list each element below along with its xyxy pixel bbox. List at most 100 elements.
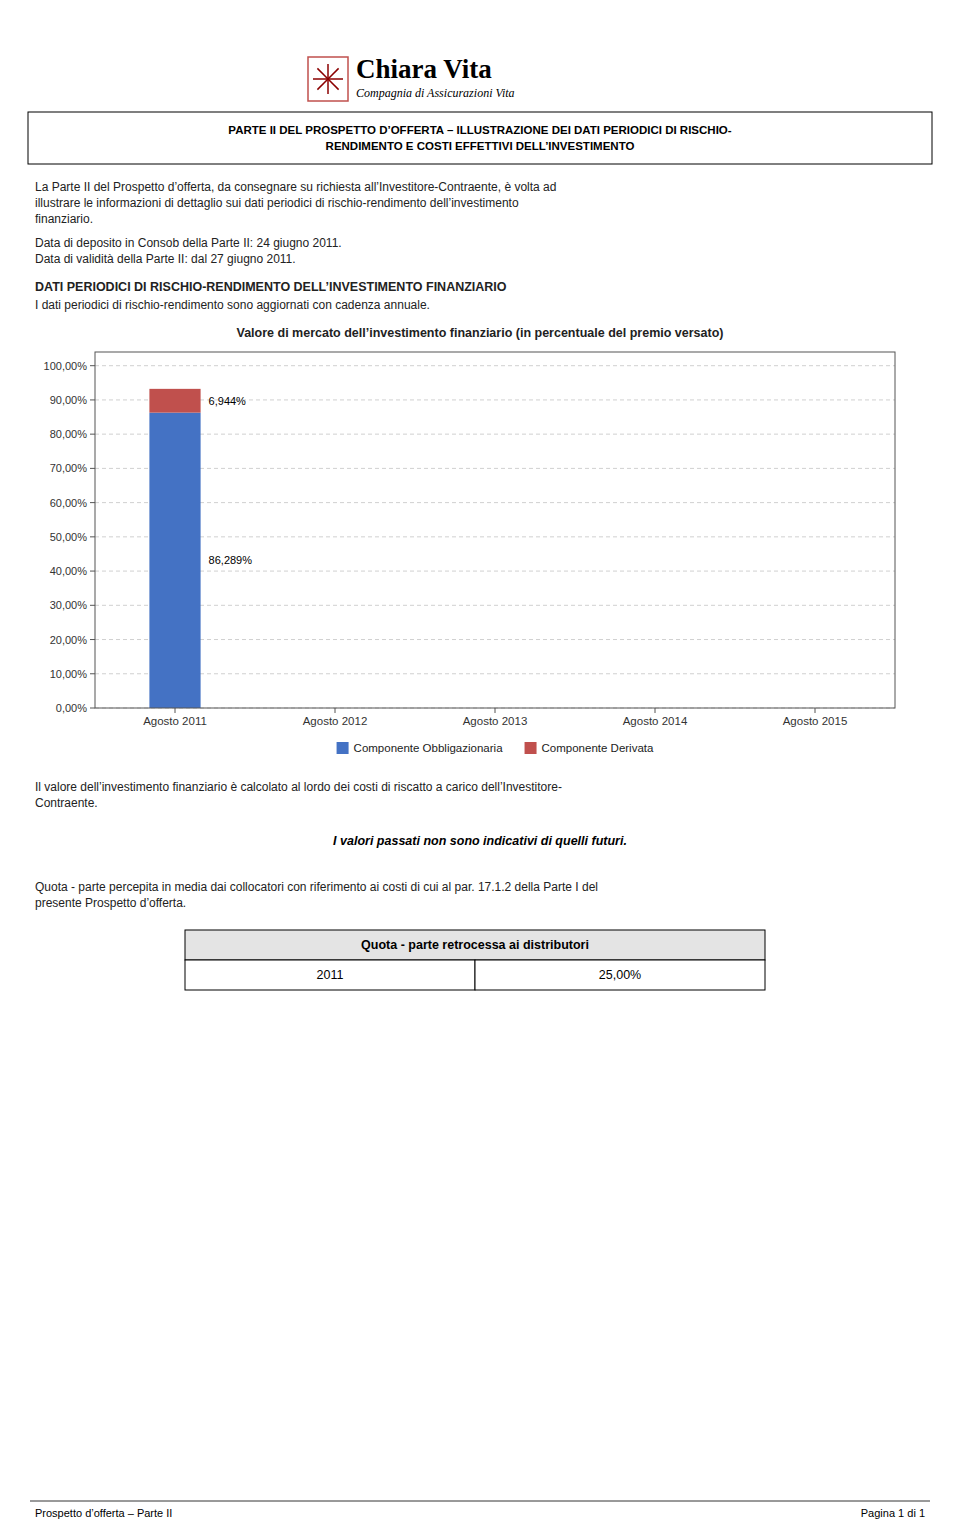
series-bars xyxy=(149,413,200,708)
grid-line xyxy=(95,639,895,640)
italic-note: I valori passati non sono indicativi di … xyxy=(333,834,627,848)
y-tick-label: 60,00% xyxy=(50,497,88,509)
header-line: PARTE II DEL PROSPETTO D’OFFERTA – ILLUS… xyxy=(228,124,731,136)
logo-text: Chiara Vita xyxy=(356,54,492,84)
x-tick xyxy=(175,708,176,713)
footer-rule xyxy=(30,1501,930,1502)
footer-text: Prospetto d’offerta – Parte II xyxy=(35,1507,172,1519)
logo-star-ray xyxy=(317,68,328,79)
logo-box xyxy=(308,57,348,101)
y-tick-label: 50,00% xyxy=(50,531,88,543)
legend-label: Componente Derivata xyxy=(542,742,654,754)
table-cell xyxy=(475,960,765,990)
body-text: illustrare le informazioni di dettaglio … xyxy=(35,196,519,210)
x-tick xyxy=(655,708,656,713)
x-tick-label: Agosto 2011 xyxy=(143,715,207,727)
table-header-cell xyxy=(185,930,765,960)
series-bars xyxy=(149,389,200,413)
bar xyxy=(149,413,200,708)
grid-line xyxy=(95,673,895,674)
x-tick xyxy=(335,708,336,713)
page-background xyxy=(0,0,960,1537)
grid-line xyxy=(95,605,895,606)
x-axis: Agosto 2011Agosto 2012Agosto 2013Agosto … xyxy=(143,708,847,727)
logo-star-ray xyxy=(327,64,329,79)
y-tick xyxy=(90,434,95,435)
body-text: Contraente. xyxy=(35,796,98,810)
y-axis: 0,00% 10,00% 20,00% 30,00% 40,00% 50,00% 60,00… xyxy=(44,360,95,714)
data-label: 86,289% xyxy=(209,554,253,566)
section-subtitle: I dati periodici di rischio-rendimento s… xyxy=(35,298,430,312)
y-tick-label: 70,00% xyxy=(50,462,88,474)
logo-star xyxy=(313,64,343,94)
legend-item: Componente Obbligazionaria xyxy=(337,742,504,754)
y-tick xyxy=(90,502,95,503)
y-tick xyxy=(90,673,95,674)
grid-line xyxy=(95,502,895,503)
x-tick xyxy=(815,708,816,713)
body-text: finanziario. xyxy=(35,212,93,226)
page: Chiara Vita Compagnia di Assicurazioni Vi… xyxy=(0,0,960,1537)
bars xyxy=(149,389,200,708)
y-tick-label: 10,00% xyxy=(50,668,88,680)
section-title: DATI PERIODICI DI RISCHIO-RENDIMENTO DEL… xyxy=(35,280,507,294)
grid-line xyxy=(95,365,895,366)
header-box xyxy=(28,112,932,164)
legend-label: Componente Obbligazionaria xyxy=(354,742,504,754)
y-tick xyxy=(90,571,95,572)
body-text: presente Prospetto d’offerta. xyxy=(35,896,186,910)
y-tick xyxy=(90,468,95,469)
y-tick-label: 80,00% xyxy=(50,428,88,440)
body-text: La Parte II del Prospetto d’offerta, da … xyxy=(35,180,556,194)
legend-item: Componente Derivata xyxy=(525,742,654,754)
y-tick-label: 40,00% xyxy=(50,565,88,577)
bar xyxy=(149,389,200,413)
x-tick xyxy=(495,708,496,713)
grid-line xyxy=(95,536,895,537)
legend-swatch xyxy=(337,742,349,754)
date-text: Data di deposito in Consob della Parte I… xyxy=(35,236,342,250)
footer-text: Pagina 1 di 1 xyxy=(861,1507,925,1519)
table-cell xyxy=(185,960,475,990)
logo-star-ray xyxy=(313,78,328,80)
header-line: RENDIMENTO E COSTI EFFETTIVI DELL’INVEST… xyxy=(326,140,635,152)
y-tick-label: 90,00% xyxy=(50,394,88,406)
table-cell-text: 25,00% xyxy=(599,968,641,982)
y-tick-label: 100,00% xyxy=(44,360,88,372)
grid-line xyxy=(95,571,895,572)
y-tick xyxy=(90,365,95,366)
date-text: Data di validità della Parte II: dal 27 … xyxy=(35,252,296,266)
body-text: Il valore dell’investimento finanziario … xyxy=(35,780,562,794)
y-tick-label: 20,00% xyxy=(50,634,88,646)
data-label: 6,944% xyxy=(209,395,247,407)
grid-line xyxy=(95,434,895,435)
grid-line xyxy=(95,468,895,469)
logo-star-ray xyxy=(328,78,343,80)
y-tick xyxy=(90,639,95,640)
x-tick-label: Agosto 2012 xyxy=(303,715,368,727)
body-text: Quota - parte percepita in media dai col… xyxy=(35,880,598,894)
logo-star-ray xyxy=(328,79,339,90)
y-tick xyxy=(90,605,95,606)
table-header: Quota - parte retrocessa ai distributori xyxy=(361,938,589,952)
logo-star-ray xyxy=(327,79,329,94)
legend: Componente Obbligazionaria Componente Der… xyxy=(337,742,654,754)
legend-swatch xyxy=(525,742,537,754)
data-labels: 86,289% 6,944% xyxy=(209,395,253,567)
logo-star-ray xyxy=(328,68,339,79)
chart: 0,00% 10,00% 20,00% 30,00% 40,00% 50,00% 60,00… xyxy=(44,352,895,754)
chart-title: Valore di mercato dell’investimento fina… xyxy=(237,326,724,340)
logo-star-ray xyxy=(317,79,328,90)
y-tick-label: 0,00% xyxy=(56,702,87,714)
y-grid xyxy=(95,366,895,708)
y-tick xyxy=(90,399,95,400)
plot-frame xyxy=(95,352,895,708)
x-tick-label: Agosto 2015 xyxy=(783,715,848,727)
y-tick xyxy=(90,536,95,537)
table-cell-text: 2011 xyxy=(317,968,344,982)
logo-subtitle: Compagnia di Assicurazioni Vita xyxy=(356,86,515,100)
table: Quota - parte retrocessa ai distributori… xyxy=(185,930,765,990)
x-tick-label: Agosto 2014 xyxy=(623,715,688,727)
y-tick-label: 30,00% xyxy=(50,599,88,611)
y-tick xyxy=(90,708,95,709)
